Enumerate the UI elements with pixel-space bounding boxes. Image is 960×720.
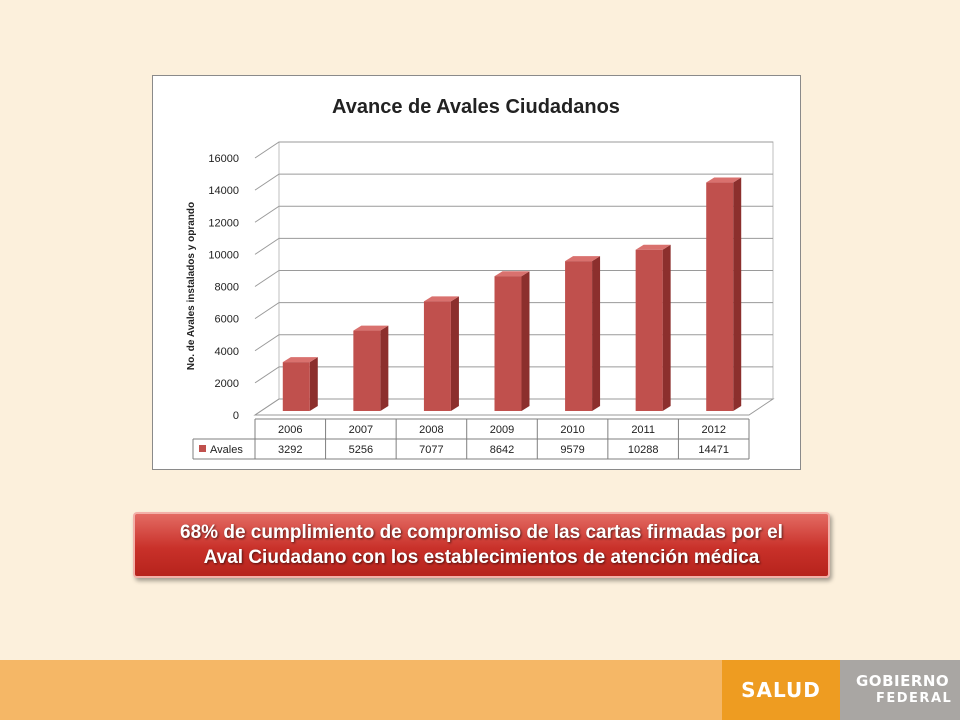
- bar: [635, 249, 663, 411]
- bar-side: [733, 177, 742, 411]
- x-tick-label: 2008: [419, 424, 443, 436]
- x-tick-label: 2009: [490, 424, 514, 436]
- chart-frame: Avance de Avales Ciudadanos No. de Avales…: [152, 75, 801, 470]
- gridline: [254, 334, 773, 352]
- federal-label: FEDERAL: [876, 691, 953, 706]
- bar-top: [706, 177, 742, 183]
- data-label: 10288: [628, 444, 659, 456]
- data-label: 9579: [560, 444, 584, 456]
- legend-swatch: [199, 445, 206, 452]
- y-tick-label: 14000: [208, 185, 239, 197]
- bar-side: [380, 325, 389, 411]
- data-label: 14471: [698, 444, 729, 456]
- x-tick-label: 2012: [701, 424, 725, 436]
- bar-top: [282, 357, 318, 363]
- bar: [353, 330, 381, 411]
- data-label: 8642: [490, 444, 514, 456]
- gridline: [254, 237, 773, 255]
- bar-side: [521, 271, 530, 411]
- bar-side: [662, 244, 671, 411]
- x-tick-label: 2006: [278, 424, 302, 436]
- legend-label: Avales: [210, 444, 243, 456]
- gobierno-federal-logo: GOBIERNO FEDERAL: [840, 660, 960, 720]
- y-tick-label: 10000: [208, 249, 239, 261]
- y-tick-label: 8000: [215, 282, 239, 294]
- banner-line-2: Aval Ciudadano con los establecimientos …: [203, 547, 760, 568]
- bar: [282, 362, 310, 411]
- bar: [494, 276, 522, 411]
- y-axis-label: No. de Avales instalados y oprando: [186, 202, 197, 370]
- data-label: 5256: [349, 444, 373, 456]
- banner-line-1: 68% de cumplimiento de compromiso de las…: [180, 522, 783, 543]
- bar-top: [353, 325, 389, 331]
- y-tick-label: 2000: [215, 378, 239, 390]
- bar: [706, 182, 734, 411]
- gobierno-label: GOBIERNO: [856, 672, 950, 690]
- bar-top: [565, 256, 601, 262]
- bar-chart: Avance de Avales Ciudadanos No. de Avales…: [186, 96, 775, 460]
- gridline: [254, 270, 773, 287]
- bar-top: [635, 244, 671, 250]
- x-tick-label: 2010: [560, 424, 584, 436]
- chart-title: Avance de Avales Ciudadanos: [332, 96, 620, 118]
- side-wall-edge: [254, 398, 280, 416]
- x-tick-label: 2007: [349, 424, 373, 436]
- y-tick-label: 6000: [215, 314, 239, 326]
- gridline: [254, 205, 773, 223]
- data-label: 7077: [419, 444, 443, 456]
- gridline: [254, 173, 773, 191]
- bar: [423, 301, 451, 411]
- gridline: [254, 141, 773, 159]
- data-label: 3292: [278, 444, 302, 456]
- bar-side: [592, 256, 601, 411]
- summary-banner: 68% de cumplimiento de compromiso de las…: [133, 512, 830, 578]
- gridline: [254, 366, 773, 384]
- bar-side: [450, 296, 459, 411]
- bar-side: [309, 357, 318, 411]
- bar-top: [494, 271, 530, 277]
- salud-label: SALUD: [741, 678, 821, 702]
- salud-logo: SALUD: [722, 660, 840, 720]
- x-tick-label: 2011: [631, 424, 655, 436]
- y-tick-label: 12000: [208, 217, 239, 229]
- y-tick-label: 16000: [208, 153, 239, 165]
- bar-top: [423, 296, 459, 302]
- gridline: [254, 302, 773, 320]
- bar: [565, 261, 593, 411]
- y-tick-label: 4000: [215, 346, 239, 358]
- y-tick-label: 0: [233, 410, 239, 422]
